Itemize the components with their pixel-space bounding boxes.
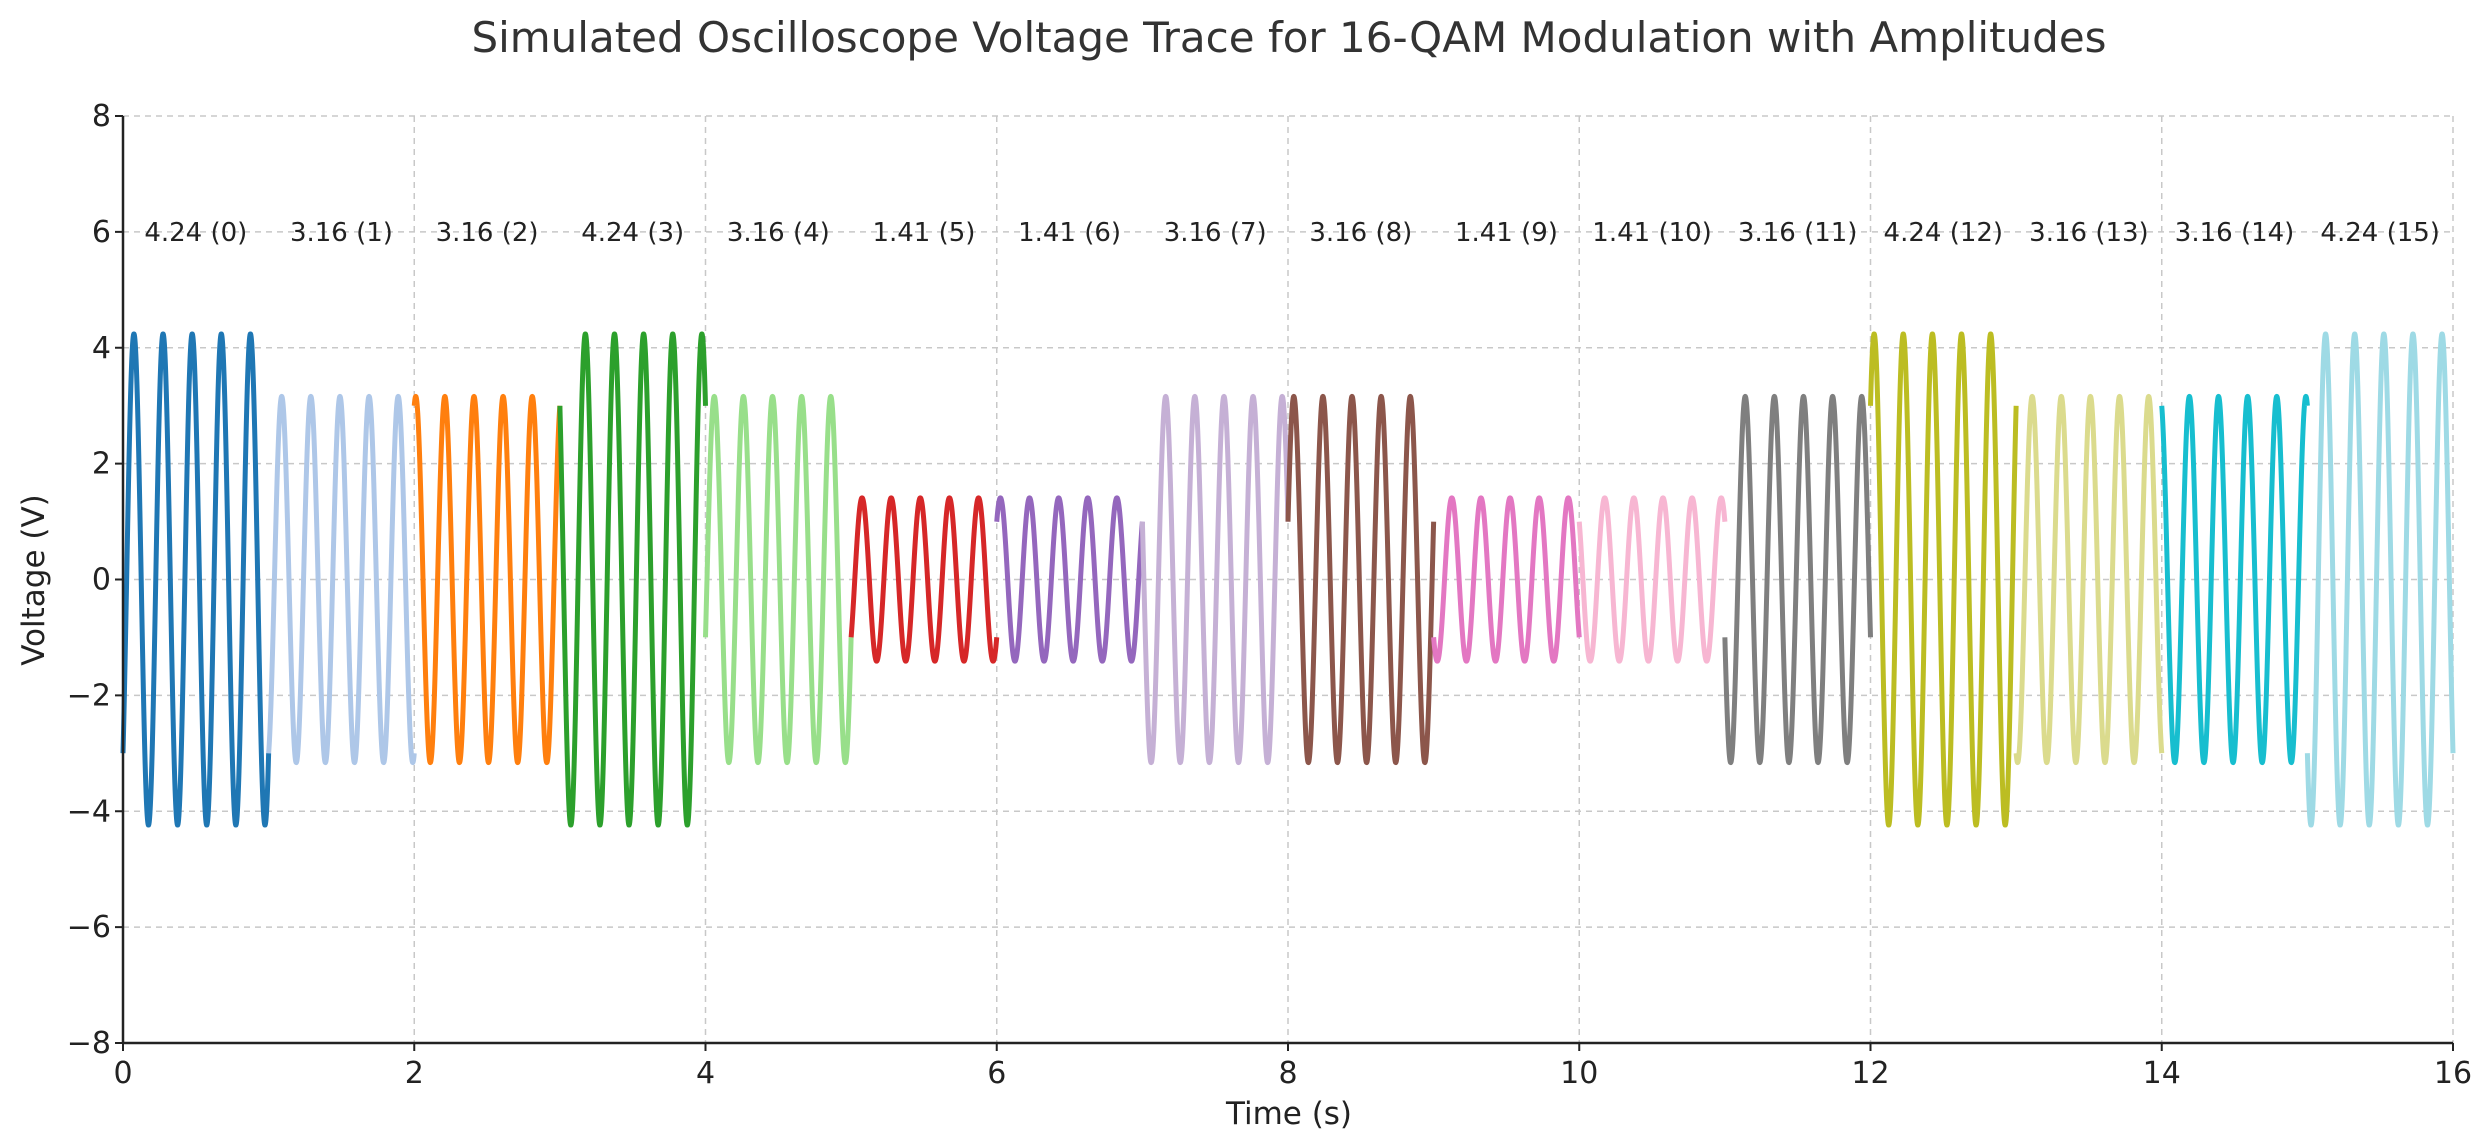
y-tick-label: 6: [92, 215, 111, 250]
x-tick-label: 4: [696, 1056, 715, 1091]
x-tick-label: 10: [1560, 1056, 1598, 1091]
y-tick-label: 0: [92, 563, 111, 598]
trace-segment-8: [1285, 393, 1437, 766]
segment-label-4: 3.16 (4): [727, 218, 830, 248]
x-tick-label: 6: [987, 1056, 1006, 1091]
x-axis-label: Time (s): [1225, 1096, 1352, 1132]
segment-label-5: 1.41 (5): [872, 218, 975, 248]
trace-segment-10: [1576, 495, 1728, 664]
trace-segment-3: [557, 331, 708, 828]
y-tick-label: 4: [92, 331, 111, 366]
trace-segment-2: [411, 393, 563, 766]
segment-label-7: 3.16 (7): [1164, 218, 1267, 248]
trace-segment-7: [1139, 393, 1291, 766]
signal-traces: [120, 331, 2456, 828]
segment-label-8: 3.16 (8): [1309, 218, 1412, 248]
segment-label-11: 3.16 (11): [1738, 218, 1858, 248]
segment-label-15: 4.24 (15): [2320, 218, 2440, 248]
y-tick-label: 2: [92, 447, 111, 482]
x-tick-label: 16: [2434, 1056, 2472, 1091]
trace-segment-1: [266, 393, 417, 766]
grid-lines: [122, 115, 2454, 1044]
trace-segment-11: [1722, 393, 1873, 766]
y-tick-label: −8: [67, 1026, 111, 1061]
trace-segment-6: [994, 495, 1145, 664]
trace-segment-12: [1868, 331, 2019, 828]
x-tick-label: 0: [113, 1056, 132, 1091]
x-tick-label: 12: [1851, 1056, 1889, 1091]
y-tick-label: −6: [67, 910, 111, 945]
segment-label-10: 1.41 (10): [1592, 218, 1712, 248]
y-tick-label: −2: [67, 678, 111, 713]
axes: 0 2 4 6 8 10 12 14 16 −8 −6 −4 −2 0 2 4 6 8: [67, 99, 2472, 1091]
segment-label-9: 1.41 (9): [1455, 218, 1558, 248]
trace-segment-5: [848, 495, 1000, 664]
segment-label-3: 4.24 (3): [581, 218, 684, 248]
trace-segment-14: [2159, 393, 2310, 766]
x-tick-label: 2: [405, 1056, 424, 1091]
chart-title: Simulated Oscilloscope Voltage Trace for…: [471, 13, 2106, 62]
y-tick-label: −4: [67, 794, 111, 829]
trace-segment-13: [2013, 393, 2165, 766]
segment-label-1: 3.16 (1): [290, 218, 393, 248]
segment-label-12: 4.24 (12): [1884, 218, 2004, 248]
x-tick-label: 14: [2143, 1056, 2181, 1091]
x-tick-label: 8: [1278, 1056, 1297, 1091]
y-tick-label: 8: [92, 99, 111, 134]
segment-label-0: 4.24 (0): [144, 218, 247, 248]
trace-segment-4: [703, 393, 854, 766]
trace-segment-15: [2304, 331, 2456, 828]
segment-label-6: 1.41 (6): [1018, 218, 1121, 248]
y-axis-label: Voltage (V): [16, 494, 52, 666]
trace-segment-0: [120, 331, 272, 828]
segment-label-14: 3.16 (14): [2175, 218, 2295, 248]
segment-label-13: 3.16 (13): [2029, 218, 2149, 248]
trace-segment-9: [1431, 495, 1582, 664]
segment-label-2: 3.16 (2): [436, 218, 539, 248]
segment-labels: 4.24 (0) 3.16 (1) 3.16 (2) 4.24 (3) 3.16 (4)…: [144, 218, 2440, 248]
